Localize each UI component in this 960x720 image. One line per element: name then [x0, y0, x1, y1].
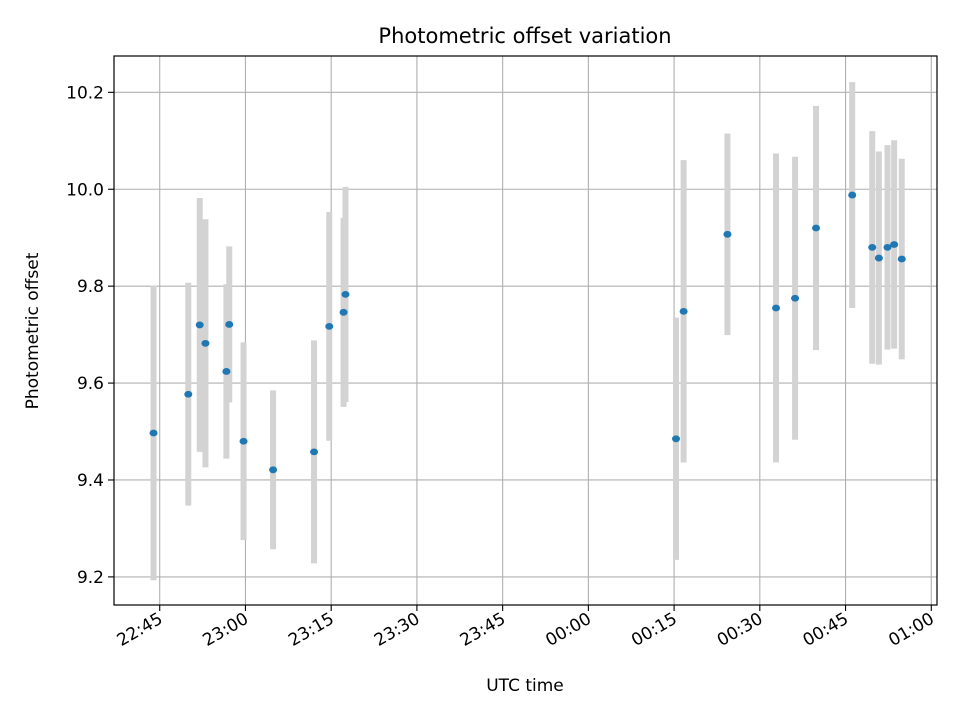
- y-axis-title: Photometric offset: [23, 252, 43, 409]
- y-tick-label: 9.8: [77, 277, 104, 297]
- x-tick-label: 23:30: [371, 609, 423, 651]
- data-point: [325, 322, 334, 330]
- y-tick-label: 10.0: [66, 180, 104, 200]
- x-tick-label: 23:45: [457, 609, 509, 651]
- data-point: [225, 321, 234, 328]
- y-tick-label: 9.4: [77, 471, 104, 491]
- x-tick-label: 00:00: [542, 609, 594, 651]
- x-tick-label: 00:30: [714, 609, 766, 651]
- data-point: [239, 437, 248, 445]
- grid: [114, 56, 937, 605]
- data-point: [222, 368, 231, 375]
- data-point: [772, 304, 781, 312]
- data-point: [201, 339, 210, 347]
- x-tick-label: 23:15: [285, 609, 337, 651]
- chart-title: Photometric offset variation: [378, 24, 671, 48]
- data-point: [848, 191, 857, 199]
- y-tick-label: 10.2: [66, 83, 104, 103]
- data-point: [874, 254, 883, 262]
- x-tick-label: 22:45: [114, 609, 166, 651]
- data-point: [883, 243, 892, 251]
- data-point: [310, 448, 319, 456]
- data-point: [723, 230, 732, 238]
- y-axis-ticks: 9.2 9.4 9.6 9.8 10.0 10.2: [66, 83, 114, 588]
- x-tick-label: 00:15: [628, 609, 680, 651]
- x-axis-title: UTC time: [486, 676, 564, 696]
- error-bars: [150, 82, 905, 581]
- data-point: [195, 321, 204, 329]
- x-axis-ticks: 22:45 23:00 23:15 23:30 23:45 00:00 00:15 00:30…: [114, 605, 938, 651]
- data-point: [791, 294, 800, 302]
- data-point: [672, 435, 681, 443]
- x-tick-label: 00:45: [800, 609, 852, 651]
- data-point: [890, 241, 899, 248]
- data-points: [149, 191, 906, 474]
- data-point: [897, 255, 906, 263]
- data-point: [812, 224, 821, 232]
- data-point: [339, 308, 348, 316]
- data-point: [341, 291, 350, 298]
- y-tick-label: 9.6: [77, 374, 104, 394]
- data-point: [269, 466, 278, 474]
- data-point: [184, 390, 193, 398]
- data-point: [149, 429, 158, 437]
- data-point: [868, 243, 877, 251]
- plot-frame: [113, 55, 938, 606]
- y-tick-label: 9.2: [77, 568, 104, 588]
- x-tick-label: 23:00: [200, 609, 252, 651]
- data-point: [679, 307, 688, 315]
- x-tick-label: 01:00: [885, 609, 937, 651]
